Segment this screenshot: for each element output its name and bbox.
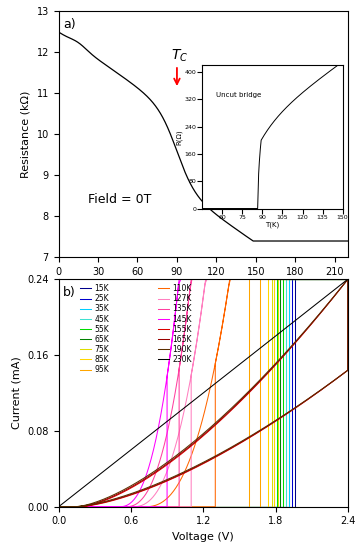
Text: $T_C$: $T_C$ [171,47,188,64]
X-axis label: Voltage (V): Voltage (V) [173,532,234,542]
X-axis label: Temperature (K): Temperature (K) [158,283,248,293]
Y-axis label: R(Ω): R(Ω) [176,129,183,145]
X-axis label: T(K): T(K) [265,221,280,228]
Y-axis label: Current (mA): Current (mA) [12,357,22,429]
Legend: 110K, 127K, 135K, 145K, 155K, 165K, 190K, 230K: 110K, 127K, 135K, 145K, 155K, 165K, 190K… [158,284,192,364]
Text: Field = 0T: Field = 0T [88,193,151,206]
Text: b): b) [63,286,76,299]
Text: Uncut bridge: Uncut bridge [217,92,262,98]
Text: a): a) [63,18,76,31]
Y-axis label: Resistance (kΩ): Resistance (kΩ) [21,91,31,178]
